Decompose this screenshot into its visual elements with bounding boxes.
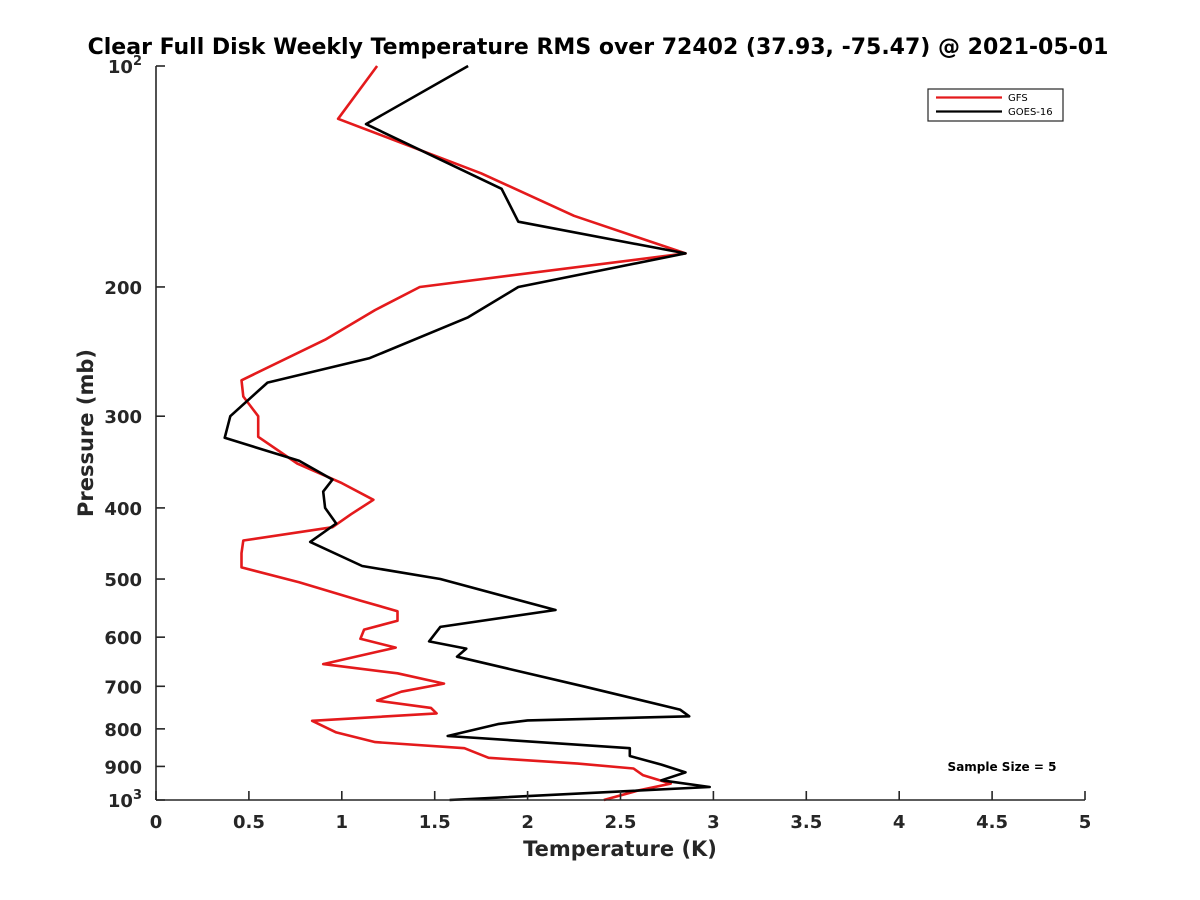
x-tick-label: 4.5	[976, 812, 1008, 833]
y-tick-label: 200	[104, 278, 142, 299]
x-ticks: 0 0.5 1 1.5 2 2.5 3 3.5 4 4.5 5	[150, 791, 1092, 833]
x-tick-label: 2	[521, 812, 534, 833]
series-line-goes16	[223, 64, 711, 802]
x-tick-label: 3.5	[790, 812, 822, 833]
axes	[155, 66, 1085, 801]
y-tick-label: 800	[104, 720, 142, 741]
legend-label-gfs: GFS	[1008, 93, 1028, 104]
x-tick-label: 1.5	[419, 812, 451, 833]
x-tick-label: 3	[707, 812, 720, 833]
y-tick-label: 103	[108, 788, 142, 812]
legend: GFS GOES-16	[927, 88, 1064, 122]
y-ticks: 102 200 300 400 500 600 700 800 900 103	[104, 54, 165, 812]
y-tick-label: 500	[104, 570, 142, 591]
y-axis-label: Pressure (mb)	[74, 349, 98, 517]
y-tick-label: 900	[104, 757, 142, 778]
x-tick-label: 0.5	[233, 812, 265, 833]
chart-title: Clear Full Disk Weekly Temperature RMS o…	[88, 35, 1109, 60]
sample-size-annotation: Sample Size = 5	[948, 760, 1057, 774]
y-tick-label: 102	[108, 54, 142, 78]
x-tick-label: 5	[1079, 812, 1092, 833]
y-tick-label: 400	[104, 499, 142, 520]
legend-box	[927, 88, 1064, 122]
y-tick-label: 700	[104, 677, 142, 698]
x-tick-label: 1	[336, 812, 349, 833]
y-tick-label: 300	[104, 407, 142, 428]
series-line-gfs	[240, 65, 687, 802]
x-tick-label: 0	[150, 812, 163, 833]
x-axis-label: Temperature (K)	[523, 837, 717, 861]
y-tick-label: 600	[104, 628, 142, 649]
x-tick-label: 4	[893, 812, 906, 833]
legend-label-goes16: GOES-16	[1008, 107, 1053, 118]
x-tick-label: 2.5	[605, 812, 637, 833]
series-layer	[223, 64, 711, 802]
